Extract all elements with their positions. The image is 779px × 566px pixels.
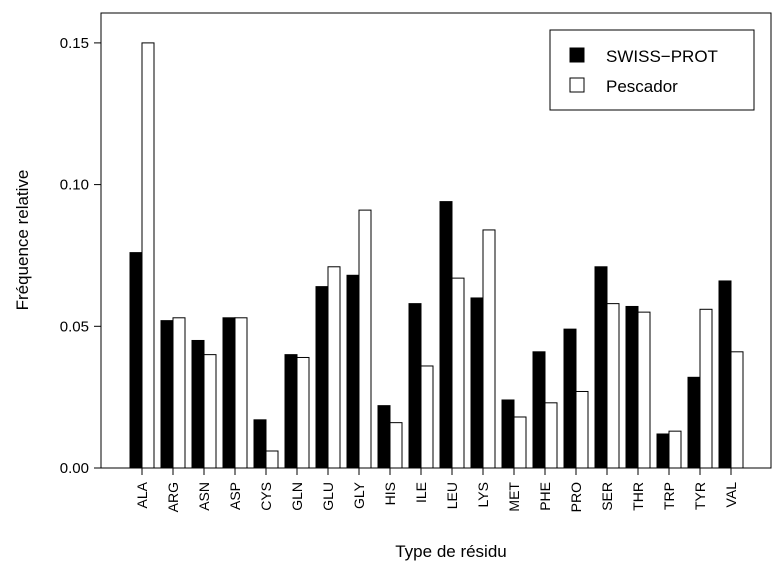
bar-val-pescador (730, 351, 744, 469)
bar-lys-swiss-prot (470, 297, 484, 469)
bar-tyr-swiss-prot (687, 376, 701, 469)
bar-asp-pescador (234, 317, 248, 469)
bar-pro-pescador (575, 390, 589, 469)
bars (129, 42, 744, 469)
bar-ala-pescador (141, 42, 155, 469)
legend-label-swiss-prot: SWISS−PROT (606, 47, 718, 66)
bar-ser-swiss-prot (594, 266, 608, 469)
y-axis: 0.00 0.05 0.10 0.15 (60, 35, 102, 477)
bar-tyr-pescador (699, 308, 713, 469)
bar-glu-swiss-prot (315, 286, 329, 469)
x-tick-label: LYS (475, 482, 491, 507)
bar-ile-swiss-prot (408, 303, 422, 469)
bar-his-swiss-prot (377, 405, 391, 469)
x-tick-label: THR (630, 482, 646, 511)
bar-asn-swiss-prot (191, 339, 205, 469)
bar-asn-pescador (203, 354, 217, 469)
bar-trp-pescador (668, 430, 682, 469)
bar-asp-swiss-prot (222, 317, 236, 469)
legend-swatch-pescador (569, 77, 585, 93)
bar-lys-pescador (482, 229, 496, 469)
bar-glu-pescador (327, 266, 341, 469)
x-tick-label: VAL (723, 482, 739, 508)
x-tick-label: ILE (413, 482, 429, 503)
bar-ala-swiss-prot (129, 252, 143, 469)
bar-gly-swiss-prot (346, 274, 360, 469)
x-tick-label: PRO (568, 482, 584, 512)
x-tick-label: TYR (692, 482, 708, 510)
x-tick-label: ASP (227, 482, 243, 510)
y-tick-label: 0.10 (60, 177, 89, 194)
x-tick-label: TRP (661, 482, 677, 510)
bar-pro-swiss-prot (563, 328, 577, 469)
x-tick-label: GLU (320, 482, 336, 511)
x-tick-label: CYS (258, 482, 274, 511)
legend-box (549, 29, 755, 111)
bar-ser-pescador (606, 303, 620, 469)
x-tick-label: ALA (134, 481, 150, 508)
x-tick-label: MET (506, 482, 522, 512)
y-tick-label: 0.00 (60, 460, 89, 477)
x-tick-label: PHE (537, 482, 553, 511)
y-tick-label: 0.15 (60, 35, 89, 52)
x-tick-label: GLY (351, 481, 367, 509)
legend-swatch-swiss-prot (569, 47, 585, 63)
y-tick-label: 0.05 (60, 318, 89, 335)
bar-gly-pescador (358, 209, 372, 469)
bar-met-pescador (513, 416, 527, 469)
bar-gln-swiss-prot (284, 354, 298, 469)
x-tick-label: LEU (444, 482, 460, 509)
bar-trp-swiss-prot (656, 433, 670, 469)
legend-label-pescador: Pescador (606, 77, 678, 96)
bar-cys-pescador (265, 450, 279, 469)
bar-arg-swiss-prot (160, 320, 174, 469)
bar-arg-pescador (172, 317, 186, 469)
bar-leu-pescador (451, 277, 465, 469)
bar-cys-swiss-prot (253, 419, 267, 469)
x-tick-label: HIS (382, 482, 398, 505)
bar-ile-pescador (420, 365, 434, 469)
x-tick-label: SER (599, 482, 615, 511)
bar-phe-pescador (544, 402, 558, 469)
bar-thr-pescador (637, 311, 651, 469)
bar-gln-pescador (296, 356, 310, 469)
bar-val-swiss-prot (718, 280, 732, 469)
x-tick-label: ASN (196, 482, 212, 511)
x-axis: ALA ARG ASN ASP CYS GLN GLU GLY HIS ILE LEU LYS MET P… (134, 468, 739, 512)
x-axis-title: Type de résidu (395, 542, 507, 561)
x-tick-label: GLN (289, 482, 305, 511)
bar-his-pescador (389, 422, 403, 469)
legend: SWISS−PROT Pescador (549, 29, 755, 111)
bar-leu-swiss-prot (439, 201, 453, 469)
bar-thr-swiss-prot (625, 305, 639, 469)
bar-phe-swiss-prot (532, 351, 546, 469)
x-tick-label: ARG (165, 482, 181, 512)
bar-met-swiss-prot (501, 399, 515, 469)
y-axis-title: Fréquence relative (13, 170, 32, 311)
